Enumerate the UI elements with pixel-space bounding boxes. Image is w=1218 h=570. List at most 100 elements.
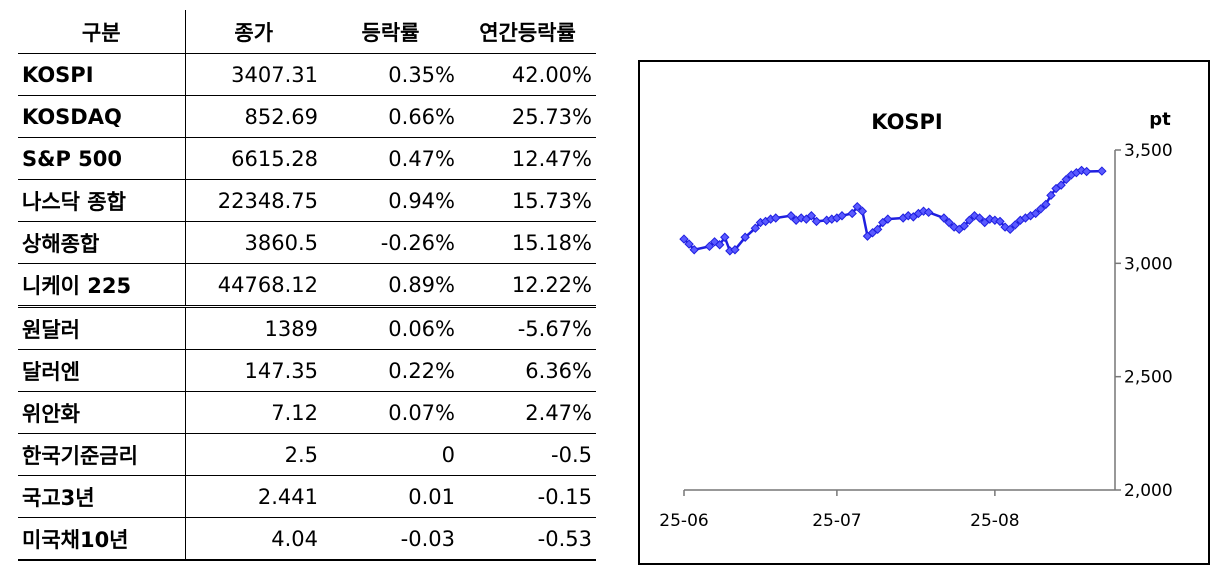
- x-tick-label: 25-06: [659, 511, 708, 531]
- table-header-row: 구분 종가 등락률 연간등락률: [18, 10, 596, 54]
- table-row: 미국채10년 4.04 -0.03 -0.53: [18, 517, 596, 561]
- row-change: 0.35%: [322, 53, 459, 96]
- row-ytd-change: -0.5: [459, 433, 596, 476]
- row-close: 1389: [185, 306, 322, 350]
- chart-title: KOSPI: [871, 110, 943, 134]
- chart-plot-area: [679, 165, 1107, 256]
- table-row: S&P 500 6615.28 0.47% 12.47%: [18, 137, 596, 180]
- data-point: [811, 216, 822, 227]
- row-category: 원달러: [18, 306, 186, 350]
- header-change: 등락률: [322, 10, 459, 54]
- y-tick-label: 3,000: [1124, 254, 1173, 274]
- row-change: 0.06%: [322, 306, 459, 350]
- header-ytd-change: 연간등락률: [459, 10, 596, 54]
- row-ytd-change: -5.67%: [459, 306, 596, 350]
- row-change: -0.26%: [322, 221, 459, 264]
- row-ytd-change: 12.47%: [459, 137, 596, 180]
- data-point: [923, 207, 934, 218]
- row-category: S&P 500: [18, 137, 186, 180]
- row-close: 852.69: [185, 95, 322, 138]
- data-point: [837, 211, 847, 221]
- row-close: 3860.5: [185, 221, 322, 264]
- row-ytd-change: -0.53: [459, 517, 596, 561]
- row-category: 미국채10년: [18, 517, 186, 561]
- row-category: 상해종합: [18, 221, 186, 264]
- data-point: [730, 245, 740, 255]
- row-ytd-change: 15.73%: [459, 179, 596, 222]
- row-close: 22348.75: [185, 179, 322, 222]
- row-change: 0.94%: [322, 179, 459, 222]
- row-category: 한국기준금리: [18, 433, 186, 476]
- data-point: [857, 206, 868, 216]
- chart-axes: 2,000 2,500 3,000 3,500 25-06 25-07 25-08: [659, 141, 1172, 531]
- header-category: 구분: [18, 10, 186, 54]
- row-category: 니케이 225: [18, 263, 186, 308]
- row-change: 0.07%: [322, 391, 459, 434]
- data-point: [1030, 208, 1041, 219]
- data-point: [740, 232, 750, 242]
- x-tick-label: 25-07: [812, 511, 861, 531]
- row-ytd-change: 42.00%: [459, 53, 596, 96]
- row-close: 147.35: [185, 349, 322, 392]
- row-category: 달러엔: [18, 349, 186, 392]
- data-point: [750, 223, 761, 233]
- table-row: 원달러 1389 0.06% -5.67%: [18, 306, 596, 350]
- row-category: 위안화: [18, 391, 186, 434]
- y-tick-label: 3,500: [1124, 141, 1173, 161]
- data-point: [1056, 180, 1066, 190]
- row-category: 국고3년: [18, 475, 186, 518]
- x-tick-label: 25-08: [970, 511, 1019, 531]
- table-row: 나스닥 종합 22348.75 0.94% 15.73%: [18, 179, 596, 222]
- row-change: 0.01: [322, 475, 459, 518]
- header-close: 종가: [185, 10, 322, 54]
- table-row: KOSPI 3407.31 0.35% 42.00%: [18, 53, 596, 96]
- data-point: [1061, 174, 1071, 185]
- row-close: 3407.31: [185, 53, 322, 96]
- row-change: 0.47%: [322, 137, 459, 180]
- data-point: [679, 234, 689, 244]
- row-ytd-change: 12.22%: [459, 263, 596, 308]
- row-ytd-change: 25.73%: [459, 95, 596, 138]
- table-row: 달러엔 147.35 0.22% 6.36%: [18, 349, 596, 392]
- y-axis-unit-label: pt: [1149, 109, 1171, 130]
- row-close: 44768.12: [185, 263, 322, 308]
- table-row: 니케이 225 44768.12 0.89% 12.22%: [18, 263, 596, 308]
- row-close: 7.12: [185, 391, 322, 434]
- row-ytd-change: -0.15: [459, 475, 596, 518]
- row-close: 2.5: [185, 433, 322, 476]
- row-change: 0: [322, 433, 459, 476]
- table-row: 한국기준금리 2.5 0 -0.5: [18, 433, 596, 476]
- table-row: KOSDAQ 852.69 0.66% 25.73%: [18, 95, 596, 138]
- row-category: 나스닥 종합: [18, 179, 186, 222]
- row-category: KOSDAQ: [18, 95, 186, 138]
- data-point: [684, 239, 694, 249]
- row-change: 0.66%: [322, 95, 459, 138]
- data-point: [944, 217, 954, 228]
- data-point: [852, 201, 862, 212]
- market-summary-table: 구분 종가 등락률 연간등락률 KOSPI 3407.31 0.35% 42.00% K…: [18, 10, 596, 561]
- row-close: 4.04: [185, 517, 322, 561]
- data-point: [872, 224, 883, 235]
- row-close: 2.441: [185, 475, 322, 518]
- data-point: [689, 245, 699, 255]
- data-point: [1010, 220, 1020, 230]
- table-row: 위안화 7.12 0.07% 2.47%: [18, 391, 596, 434]
- data-point: [714, 240, 725, 250]
- data-point: [1041, 199, 1051, 210]
- y-tick-label: 2,000: [1124, 481, 1173, 501]
- row-ytd-change: 15.18%: [459, 221, 596, 264]
- row-change: -0.03: [322, 517, 459, 561]
- data-point: [974, 213, 985, 223]
- data-point: [939, 213, 949, 223]
- data-point: [786, 211, 796, 221]
- data-point: [771, 213, 781, 223]
- data-point: [1036, 204, 1046, 214]
- row-change: 0.89%: [322, 263, 459, 308]
- data-point: [964, 215, 975, 225]
- data-point: [995, 216, 1005, 227]
- table-body: KOSPI 3407.31 0.35% 42.00% KOSDAQ 852.69 0.66%…: [18, 53, 596, 561]
- table-row: 상해종합 3860.5 -0.26% 15.18%: [18, 221, 596, 264]
- data-point: [1046, 190, 1056, 201]
- data-point: [959, 221, 970, 231]
- table-row: 국고3년 2.441 0.01 -0.15: [18, 475, 596, 518]
